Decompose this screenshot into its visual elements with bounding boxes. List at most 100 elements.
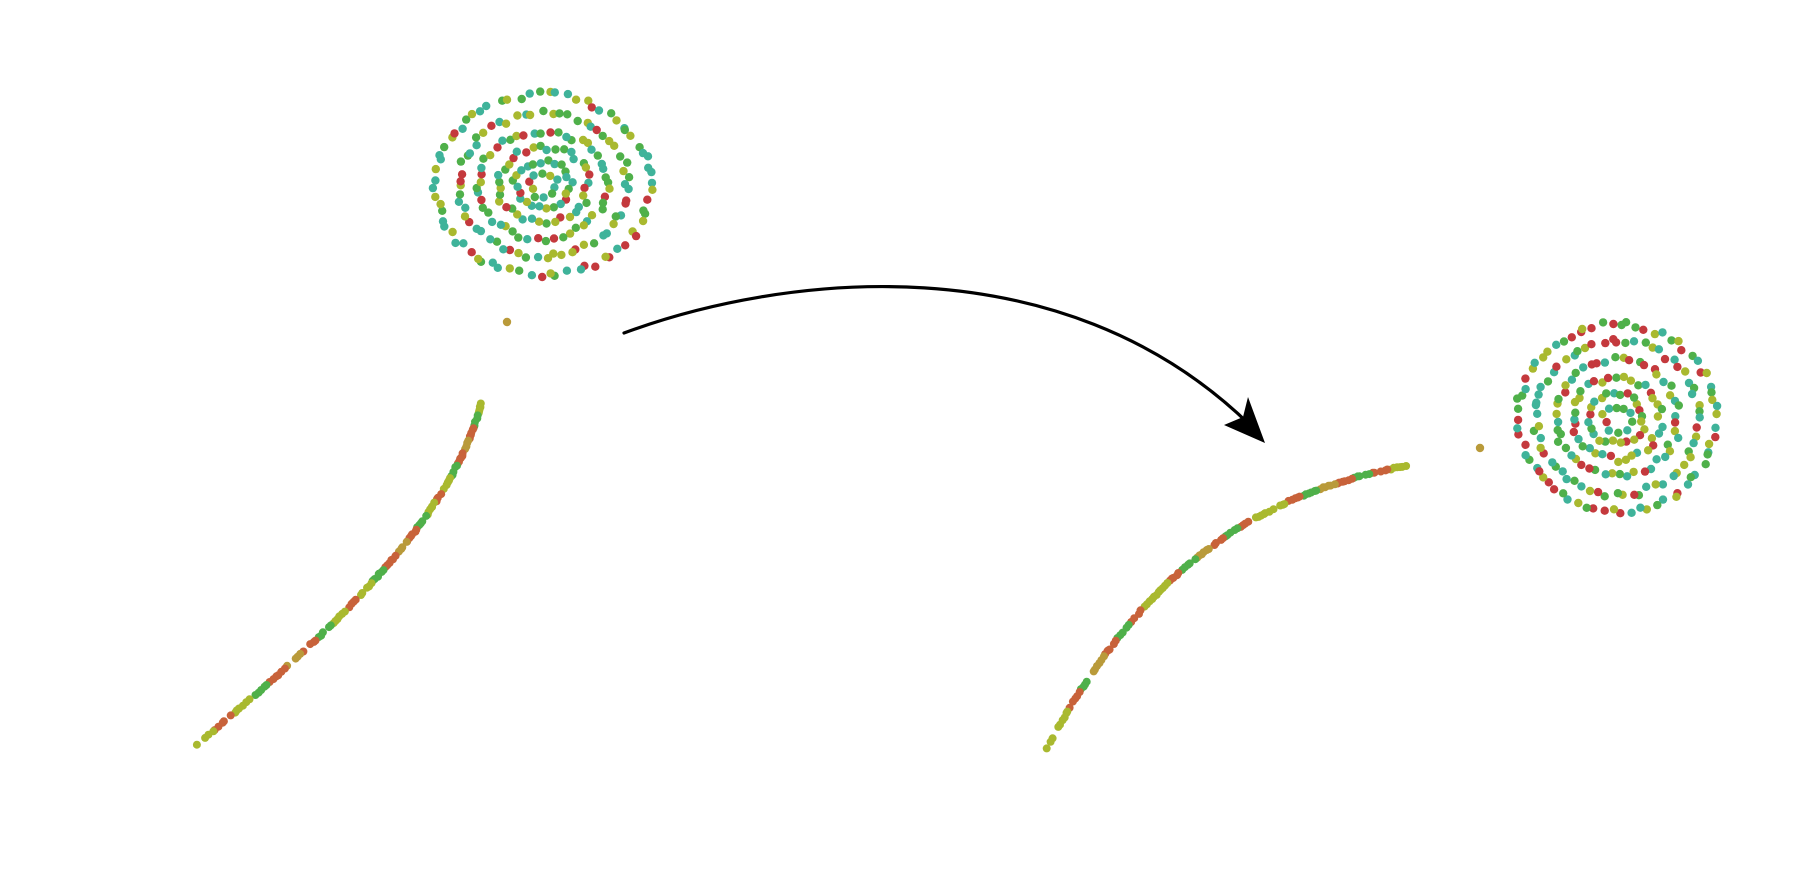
cluster-point [477,170,486,179]
cluster-point [1595,436,1604,445]
cluster-point [1695,401,1704,410]
cluster-point [529,143,538,152]
cluster-point [587,211,597,220]
cluster-point [638,216,648,226]
transformation-arrow [622,284,1265,443]
cluster-point [1569,427,1579,437]
cluster-point [1582,503,1591,512]
cluster-point [1691,432,1701,441]
cluster-point [1670,426,1680,436]
cluster-point [1692,423,1701,432]
cluster-point [1513,424,1522,433]
cluster-point [1611,353,1620,362]
cluster-point [1589,504,1598,513]
cluster-point [573,116,582,126]
cluster-point [613,244,622,253]
cluster-point [495,177,504,187]
cluster-point [523,235,532,244]
cluster-point [589,239,599,248]
curve-point [291,654,300,663]
cluster-point [1521,374,1530,383]
point-cluster-after [1513,318,1722,518]
cluster-point [1621,338,1630,348]
cluster-point [456,177,465,186]
cluster-point [1628,417,1637,426]
cluster-point [508,227,517,236]
cluster-point [1535,467,1544,476]
cluster-point [492,237,502,246]
cluster-point [514,248,523,258]
cluster-point [538,272,547,282]
cluster-point [1574,434,1583,444]
cluster-point [522,197,532,207]
cluster-point [431,192,440,202]
cluster-point [1702,368,1711,378]
cluster-point [582,198,591,208]
cluster-point [539,106,548,116]
cluster-point [1629,393,1639,402]
cluster-point [1712,409,1721,419]
cluster-point [1613,489,1623,498]
cluster-point [551,145,560,154]
cluster-point [1598,378,1607,387]
isolated-point [502,317,512,327]
cluster-point [499,245,508,254]
cluster-point [467,109,477,119]
cluster-point [1701,460,1710,469]
cluster-point [569,154,578,164]
cluster-point [1574,498,1583,508]
cluster-point [450,129,459,138]
cluster-point [1614,457,1623,467]
cluster-point [1637,417,1646,426]
cluster-point [1708,395,1717,405]
cluster-point [1589,377,1599,386]
cluster-point [541,236,551,246]
cluster-point [1659,377,1668,387]
cluster-point [1536,443,1545,453]
cluster-point [1536,433,1546,443]
cluster-point [568,248,577,257]
cluster-point [1587,424,1596,433]
cluster-point [546,171,555,181]
cluster-point [1695,413,1704,422]
cluster-point [518,215,527,224]
curve-point [325,623,333,632]
cluster-point [456,157,466,166]
cluster-point [458,124,467,133]
cluster-point [472,183,481,193]
cluster-point [1693,356,1703,365]
cluster-point [484,208,493,217]
cluster-point [1575,393,1584,403]
cluster-point [493,143,502,152]
cluster-point [479,128,488,137]
cluster-point [1586,410,1595,419]
cluster-point [1657,404,1667,414]
cluster-point [461,203,470,212]
cluster-point [1703,450,1712,459]
cluster-point [583,138,593,148]
cluster-point [1587,324,1596,333]
curve-point [226,711,235,720]
cluster-point [550,159,559,169]
curve-point [357,591,365,599]
curve-point [251,691,260,699]
cluster-point [557,250,566,260]
cluster-point [530,192,539,202]
cluster-point [1611,338,1621,347]
cluster-point [1562,355,1571,364]
cluster-point [1553,425,1562,435]
cluster-point [513,182,522,191]
cluster-point [1567,333,1577,342]
cluster-point [476,226,486,236]
cluster-point [1571,408,1580,417]
cluster-point [506,135,515,144]
cluster-point [593,151,602,160]
cluster-point [599,231,608,240]
cluster-point [619,166,628,176]
cluster-point [1570,415,1579,424]
arrow-shaft [622,284,1252,427]
cluster-point [1563,495,1572,504]
cluster-point [512,147,521,156]
cluster-point [535,202,544,211]
